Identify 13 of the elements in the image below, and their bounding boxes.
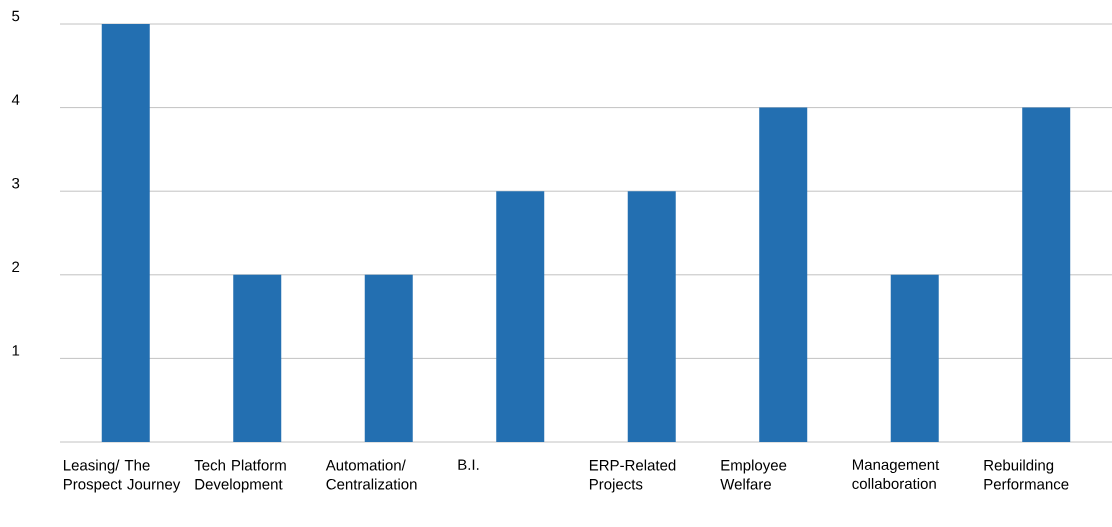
x-tick-label: B.I.	[458, 459, 479, 470]
y-tick-label: 5	[12, 10, 20, 22]
x-tick-label: Rebuilding Performance	[984, 459, 1069, 490]
x-tick-label: Automation/ Centralization	[325, 459, 417, 490]
y-tick-label: 2	[12, 261, 20, 273]
y-tick-label: 1	[12, 345, 20, 356]
y-tick-label: 4	[11, 94, 20, 105]
x-tick-label: Leasing/ The Prospect Journey	[63, 459, 181, 493]
x-tick-label: ERP-Related Projects	[589, 459, 676, 493]
x-tick-label: Management collaboration	[852, 459, 940, 489]
y-tick-label: 3	[12, 177, 20, 189]
x-tick-label: Employee Welfare	[720, 459, 787, 490]
x-tick-label: Tech Platform Development	[194, 459, 286, 493]
